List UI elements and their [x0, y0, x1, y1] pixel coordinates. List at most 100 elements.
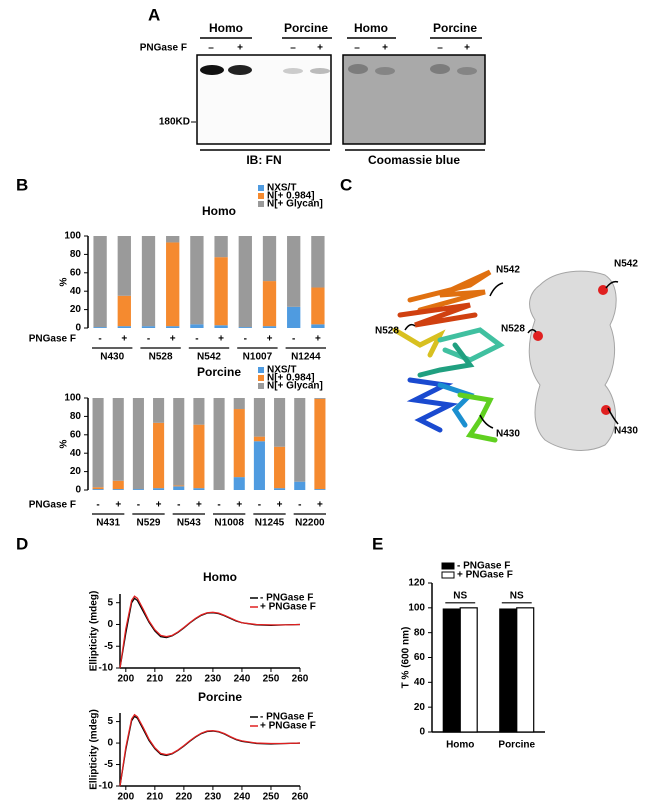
bar-segment: [262, 281, 277, 327]
bar-segment: [233, 409, 245, 478]
group-label: N1007: [243, 352, 273, 363]
x-tick-label: -: [137, 500, 140, 511]
x-tick-label: 240: [234, 674, 251, 685]
bar-segment: [190, 324, 204, 328]
y-axis-label: Ellipticity (mdeg): [89, 591, 100, 672]
x-tick-label: +: [315, 334, 321, 345]
x-tick-label: +: [115, 500, 121, 511]
site-label: N542: [614, 259, 638, 270]
y-tick-label: 20: [414, 702, 426, 713]
y-tick-label: 20: [70, 304, 82, 315]
bar-segment: [93, 236, 107, 328]
bar-segment: [314, 398, 326, 490]
sign: –: [354, 43, 360, 54]
bar-segment: [214, 236, 228, 258]
band: [200, 65, 224, 75]
y-tick-label: 60: [414, 652, 426, 663]
site-label: N430: [614, 426, 638, 437]
bar-segment: [314, 489, 326, 490]
bar-segment: [193, 488, 205, 490]
blot-label: IB: FN: [246, 153, 281, 167]
bar-segment: [253, 441, 265, 490]
band: [283, 68, 303, 74]
y-axis-label: T % (600 nm): [401, 627, 412, 689]
legend-swatch: [258, 185, 264, 191]
y-tick-label: -5: [104, 759, 113, 770]
bar-segment: [253, 398, 265, 437]
group-label: N529: [137, 518, 161, 529]
y-tick-label: 40: [70, 448, 82, 459]
treatment-label: PNGase F: [140, 43, 187, 54]
group-label: N430: [100, 352, 124, 363]
chart-title: Homo: [203, 570, 237, 584]
bar-segment: [262, 236, 277, 282]
bar-segment: [233, 477, 245, 490]
y-tick-label: 0: [107, 619, 113, 630]
group-label: Porcine: [433, 21, 477, 35]
bar-segment: [117, 236, 131, 296]
legend-swatch: [258, 193, 264, 199]
x-tick-label: +: [170, 334, 176, 345]
bar-segment: [233, 398, 245, 410]
y-tick-label: 5: [107, 716, 113, 727]
bar: [442, 608, 461, 733]
site-label: N542: [496, 265, 520, 276]
band: [430, 64, 450, 74]
x-tick-label: -: [195, 334, 198, 345]
x-tick-label: 250: [263, 674, 280, 685]
legend-swatch: [441, 571, 455, 579]
surface-model: [528, 270, 617, 451]
bar: [499, 608, 518, 733]
bar-segment: [92, 487, 104, 490]
sign: +: [464, 43, 470, 54]
bar-segment: [253, 436, 265, 442]
sign: –: [290, 43, 296, 54]
bar-segment: [92, 489, 104, 490]
x-tick-label: -: [258, 500, 261, 511]
band: [457, 67, 477, 75]
bar-segment: [274, 398, 286, 447]
y-tick-label: 100: [408, 602, 425, 613]
y-tick-label: 120: [408, 578, 425, 589]
bar-segment: [311, 236, 325, 288]
panel-label: C: [340, 175, 352, 194]
gel-signs: – + – + – + – +: [208, 43, 470, 54]
legend-swatch: [258, 383, 264, 389]
y-tick-label: 0: [75, 485, 81, 496]
band: [310, 68, 330, 74]
y-tick-label: 40: [414, 677, 426, 688]
y-tick-label: 0: [107, 738, 113, 749]
x-tick-label: 200: [117, 674, 134, 685]
band: [348, 64, 368, 74]
legend-label: N[+ 0.984]: [267, 373, 315, 384]
sign: –: [208, 43, 214, 54]
data-line: [119, 595, 301, 669]
legend-label: N[+ 0.984]: [267, 191, 315, 202]
x-axis-label: PNGase F: [29, 334, 76, 345]
x-tick-label: 230: [205, 674, 222, 685]
bar-segment: [190, 236, 204, 325]
y-tick-label: 0: [75, 323, 81, 334]
group-label: Porcine: [284, 21, 328, 35]
group-label: N528: [149, 352, 173, 363]
bar-segment: [193, 424, 205, 489]
bar-segment: [112, 398, 124, 481]
y-tick-label: 5: [107, 597, 113, 608]
legend-label: + PNGase F: [260, 602, 316, 613]
group-label: N1008: [214, 518, 244, 529]
group-label: N1245: [255, 518, 285, 529]
x-tick-label: 220: [176, 674, 193, 685]
x-tick-label: 200: [117, 792, 134, 803]
bar-segment: [274, 488, 286, 490]
x-tick-label: -: [98, 334, 101, 345]
data-line: [119, 713, 301, 787]
x-tick-label: 260: [292, 792, 309, 803]
bar-segment: [166, 236, 180, 243]
x-tick-label: -: [177, 500, 180, 511]
x-tick-label: 230: [205, 792, 222, 803]
y-axis-label: %: [59, 439, 70, 448]
bar-segment: [274, 446, 286, 489]
legend-label: NXS/T: [267, 183, 296, 194]
y-axis-label: %: [59, 277, 70, 286]
x-axis-label: PNGase F: [29, 500, 76, 511]
